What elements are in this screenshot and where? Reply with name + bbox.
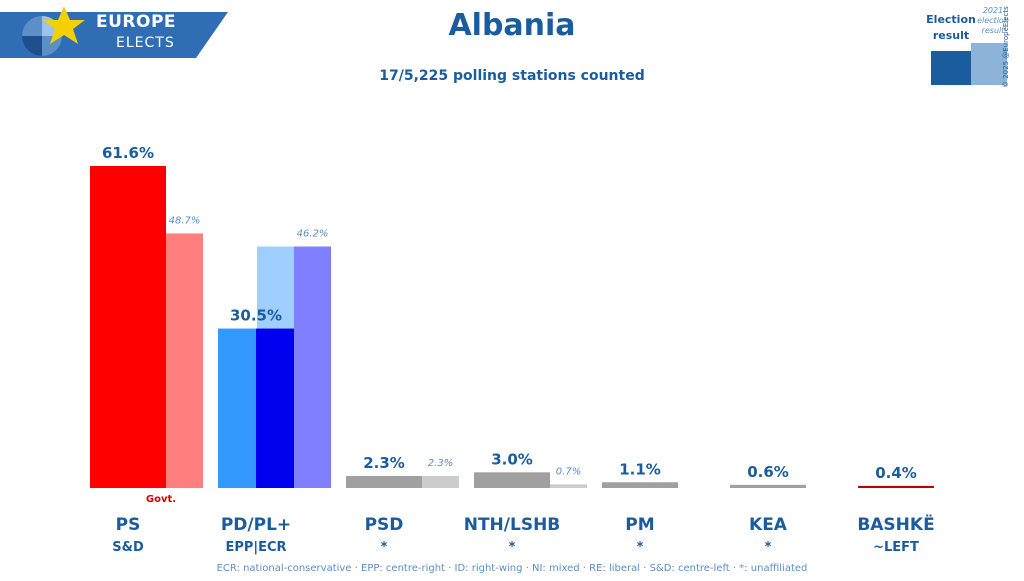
party-affiliation-label: S&D: [112, 540, 144, 555]
party-name-label: PM: [625, 515, 654, 535]
result-bar: [602, 482, 678, 488]
party-affiliation-label: *: [509, 540, 516, 555]
legend: Election result 2021 election result: [926, 0, 1024, 95]
party-affiliation-label: *: [765, 540, 772, 555]
party-name-label: PSD: [365, 515, 404, 535]
result-bar-secondary: [256, 328, 294, 488]
party-name-label: PD/PL+: [221, 515, 291, 535]
party-affiliation-label: ~LEFT: [873, 540, 919, 555]
legend-current-label: Election result: [926, 13, 976, 42]
party-name-label: BASHKË: [857, 513, 934, 535]
previous-bar-secondary: [294, 246, 331, 488]
value-label: 30.5%: [230, 307, 282, 325]
result-bar: [346, 475, 422, 488]
page-title: Albania: [448, 8, 576, 43]
party-affiliation-label: *: [637, 540, 644, 555]
previous-bar: [550, 484, 587, 488]
value-label: 3.0%: [491, 450, 533, 468]
govt-annotation: Govt.: [146, 494, 176, 505]
previous-value-label: 46.2%: [297, 229, 329, 240]
previous-bar: [166, 233, 203, 488]
previous-value-label: 48.7%: [169, 215, 201, 226]
value-label: 2.3%: [363, 454, 405, 472]
result-bar: [858, 485, 934, 488]
party-name-label: PS: [116, 515, 141, 535]
party-name-label: NTH/LSHB: [464, 515, 561, 535]
legend-current-swatch: [931, 51, 971, 85]
logo-text-europe: EUROPE: [96, 12, 177, 32]
value-label: 1.1%: [619, 460, 661, 478]
result-bar: [218, 328, 256, 488]
value-label: 0.6%: [747, 463, 789, 481]
value-label: 0.4%: [875, 464, 917, 482]
previous-value-label: 2.3%: [428, 458, 453, 469]
logo-graphic: [0, 6, 228, 58]
result-bar: [730, 484, 806, 488]
previous-bar: [422, 475, 459, 488]
europe-elects-logo: EUROPE ELECTS: [0, 0, 230, 60]
result-bar: [474, 472, 550, 488]
value-label: 61.6%: [102, 144, 154, 162]
logo-text-elects: ELECTS: [116, 35, 175, 51]
footer-legend: ECR: national-conservative · EPP: centre…: [216, 563, 808, 574]
party-name-label: KEA: [749, 515, 788, 535]
legend-previous-label: 2021 election result: [977, 6, 1009, 35]
result-bar: [90, 166, 166, 488]
party-affiliation-label: EPP|ECR: [225, 540, 286, 555]
star-icon: [43, 6, 85, 44]
legend-previous-swatch: [971, 43, 1007, 85]
page-subtitle: 17/5,225 polling stations counted: [379, 68, 645, 84]
party-affiliation-label: *: [381, 540, 388, 555]
previous-value-label: 0.7%: [556, 466, 581, 477]
